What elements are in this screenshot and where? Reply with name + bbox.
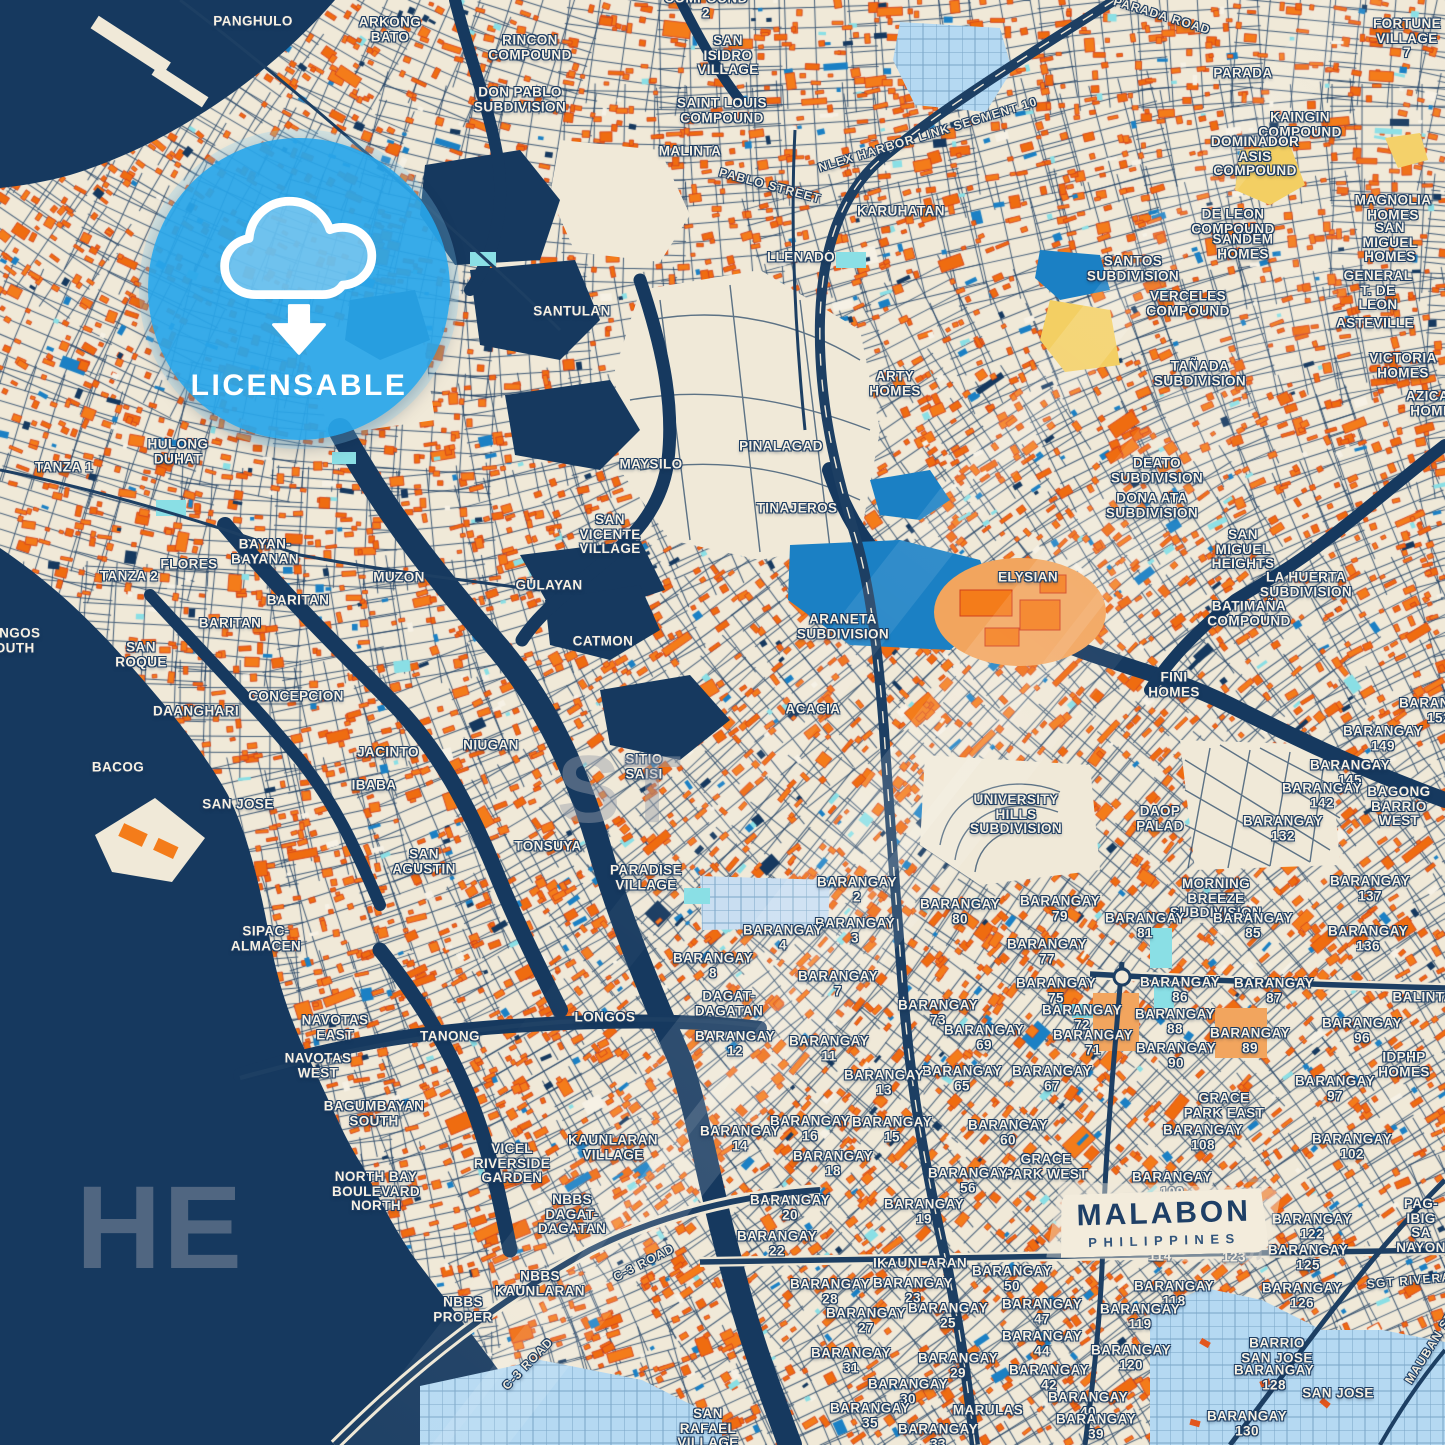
pools <box>156 252 1174 1018</box>
country-name: PHILIPPINES <box>1088 1230 1241 1250</box>
yellow-areas <box>1040 133 1428 372</box>
license-badge-label: LICENSABLE <box>190 369 408 402</box>
city-name: MALABON <box>1076 1194 1252 1232</box>
city-title-banner: MALABON PHILIPPINES <box>1059 1188 1269 1258</box>
fishponds <box>420 22 1445 1445</box>
cloud-download-icon <box>220 196 377 355</box>
sea-water <box>0 0 558 1445</box>
license-badge: LICENSABLE <box>148 138 450 440</box>
elysian-buildings <box>959 574 1067 647</box>
coast-details <box>90 15 209 882</box>
